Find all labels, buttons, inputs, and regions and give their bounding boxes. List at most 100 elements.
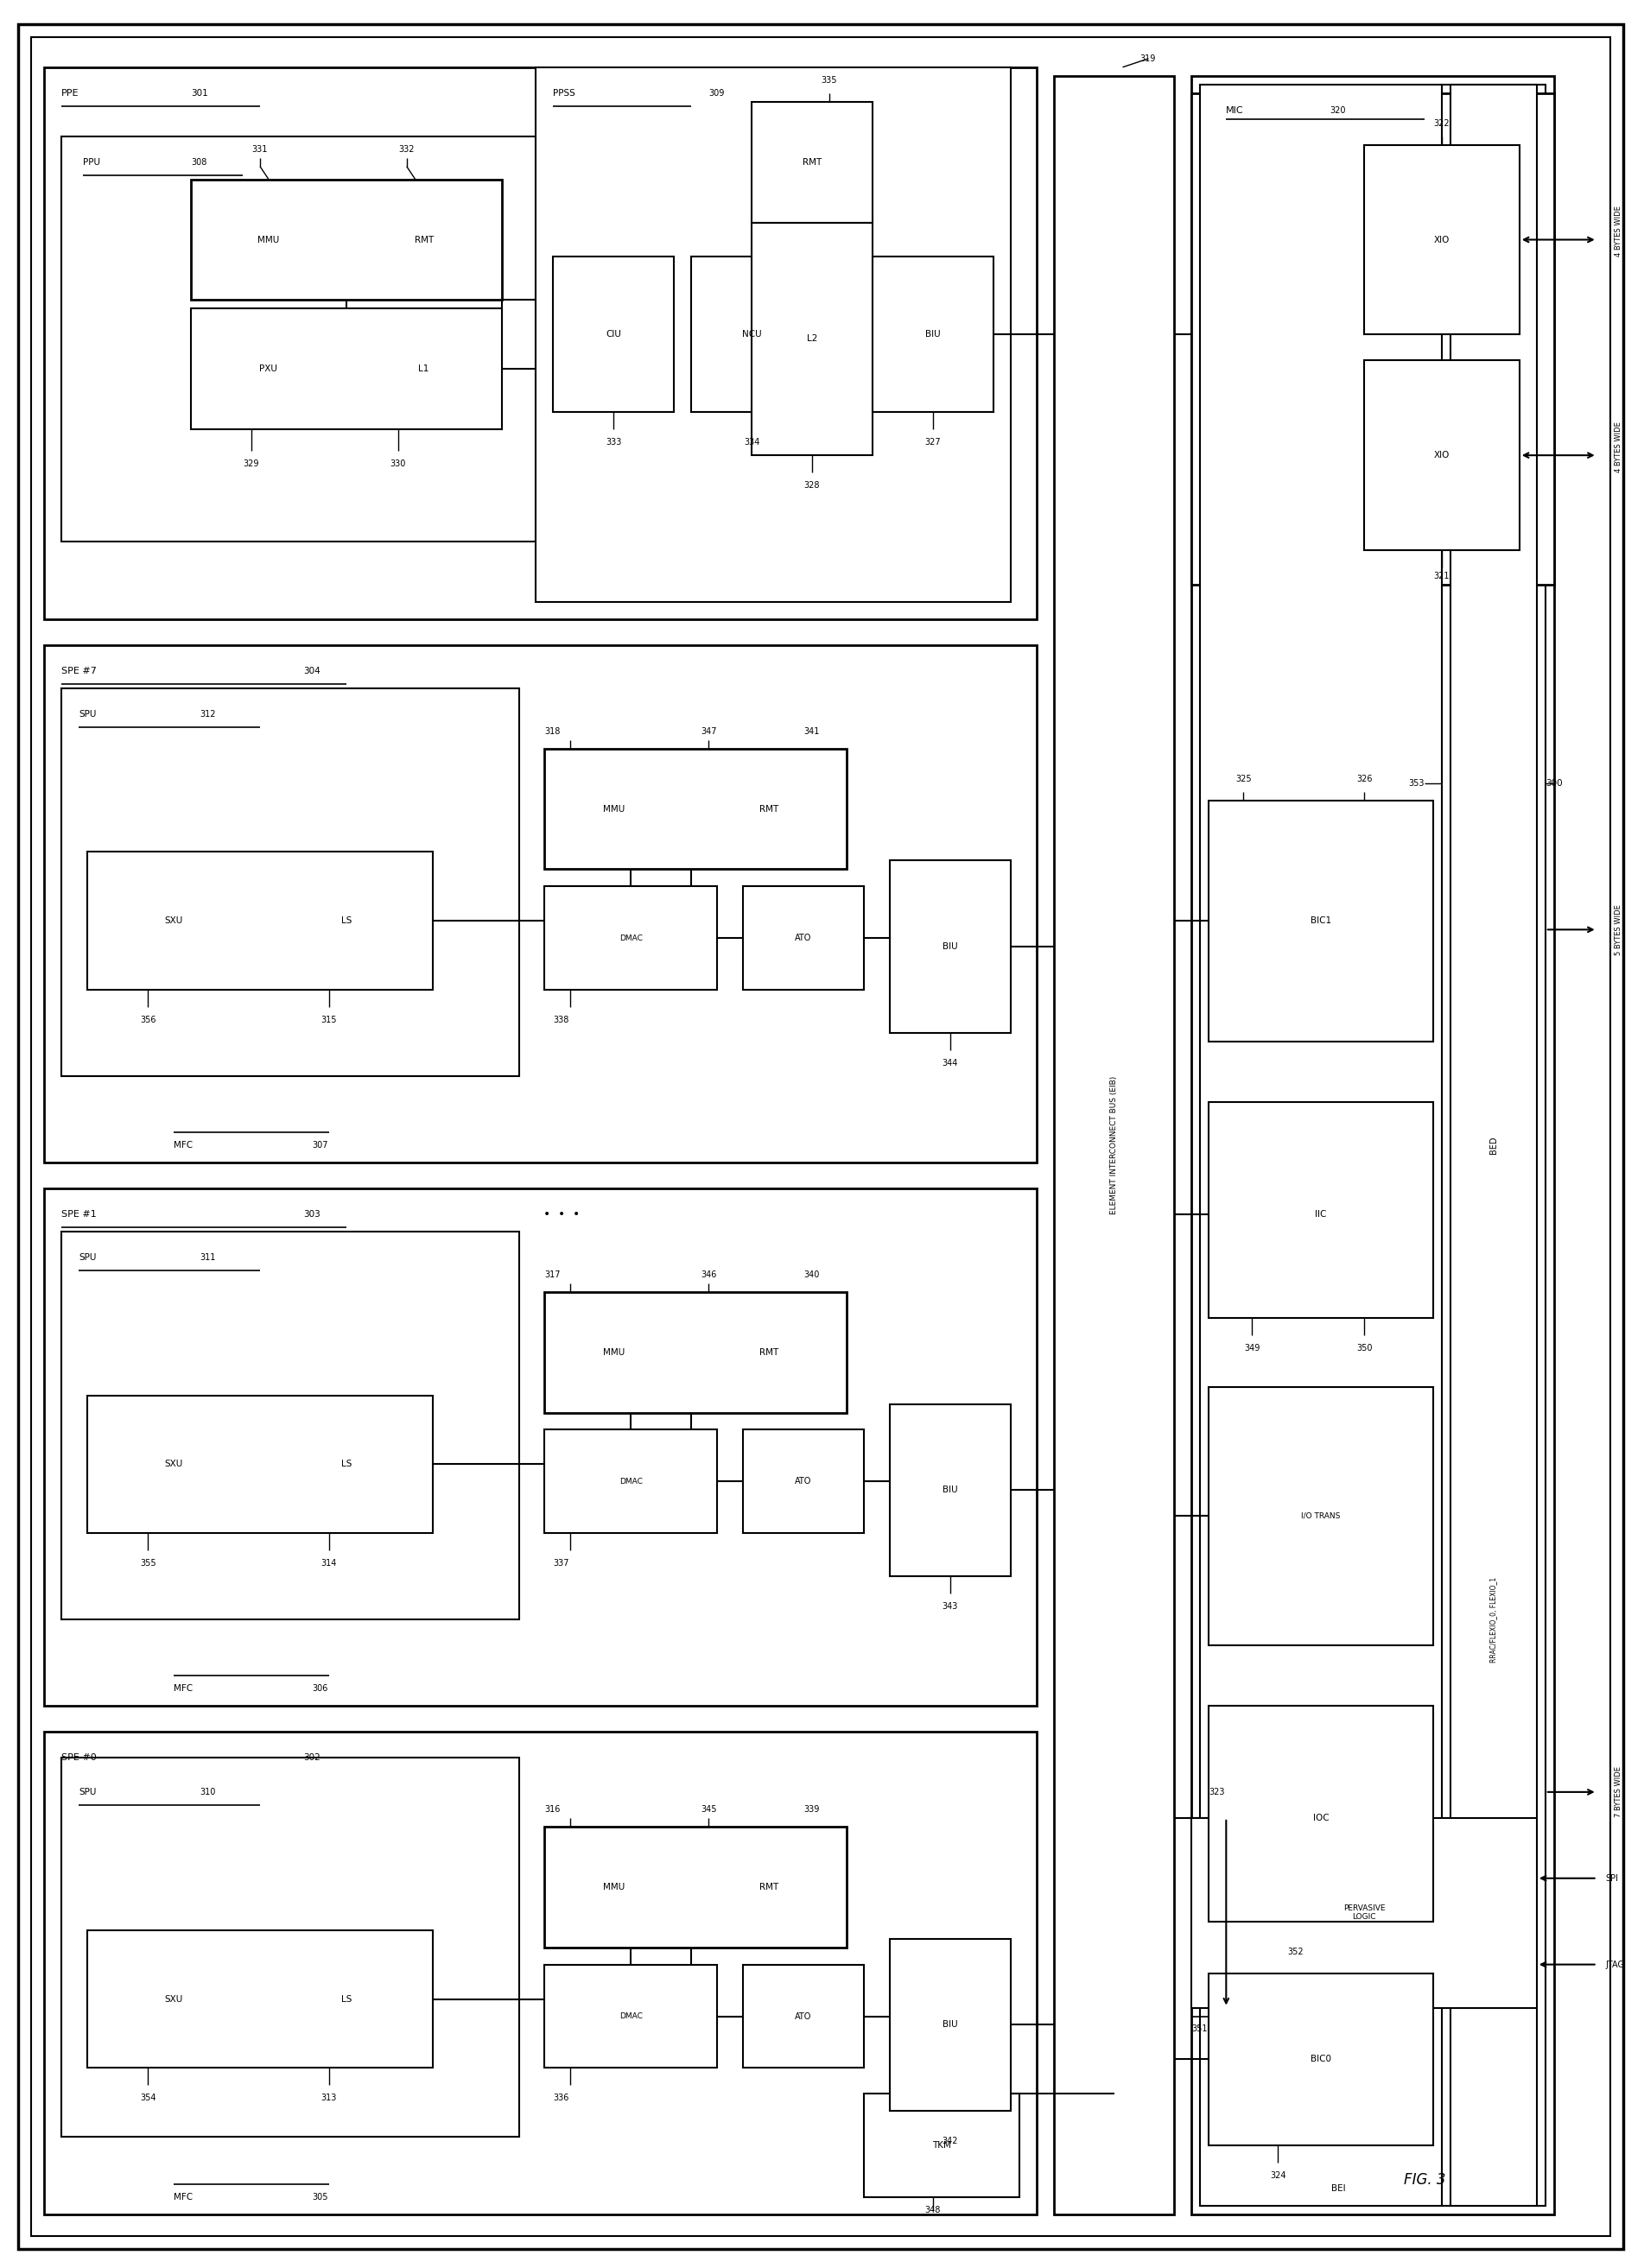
Bar	[191, 308, 501, 429]
Text: 327: 327	[926, 438, 940, 447]
Text: 309: 309	[709, 88, 725, 98]
Text: 354: 354	[140, 2093, 156, 2102]
Text: 308: 308	[191, 159, 207, 166]
Bar	[889, 1939, 1011, 2112]
Text: 339: 339	[804, 1805, 819, 1814]
Bar	[44, 68, 1036, 619]
Text: 330: 330	[390, 460, 406, 467]
Bar	[863, 2093, 1019, 2198]
Text: DMAC: DMAC	[620, 1479, 643, 1486]
Text: 351: 351	[1192, 2025, 1208, 2034]
Text: •  •  •: • • •	[544, 1209, 580, 1220]
Text: 4 BYTES WIDE: 4 BYTES WIDE	[1614, 206, 1623, 256]
Text: SPE #1: SPE #1	[61, 1209, 97, 1218]
Text: 314: 314	[321, 1558, 337, 1567]
Text: BIU: BIU	[942, 2021, 958, 2030]
Text: 303: 303	[302, 1209, 321, 1218]
Bar	[751, 102, 873, 222]
Text: DMAC: DMAC	[620, 934, 643, 941]
Text: 347: 347	[700, 728, 717, 735]
Text: L1: L1	[419, 365, 429, 374]
Text: 331: 331	[252, 145, 268, 154]
Text: I/O TRANS: I/O TRANS	[1302, 1513, 1340, 1520]
Text: 322: 322	[1434, 118, 1450, 127]
Text: RMT: RMT	[760, 805, 779, 814]
Text: 335: 335	[822, 75, 837, 84]
Text: 321: 321	[1434, 572, 1450, 581]
Bar	[61, 1232, 520, 1619]
Text: SXU: SXU	[164, 916, 182, 925]
Text: LS: LS	[340, 916, 352, 925]
Text: LS: LS	[340, 1994, 352, 2003]
Text: SPE #0: SPE #0	[61, 1753, 97, 1762]
Bar	[87, 853, 432, 989]
Text: 302: 302	[302, 1753, 321, 1762]
Bar	[743, 1964, 863, 2068]
Text: 334: 334	[743, 438, 760, 447]
Text: 350: 350	[1356, 1343, 1373, 1352]
Text: SXU: SXU	[164, 1461, 182, 1470]
Text: RMT: RMT	[760, 1882, 779, 1892]
Bar	[44, 644, 1036, 1163]
Text: 326: 326	[1356, 773, 1373, 782]
Text: ATO: ATO	[796, 1476, 812, 1486]
Text: 337: 337	[554, 1558, 569, 1567]
Bar	[44, 1188, 1036, 1706]
Text: ELEMENT INTERCONNECT BUS (EIB): ELEMENT INTERCONNECT BUS (EIB)	[1110, 1075, 1118, 1213]
Text: BIU: BIU	[926, 331, 940, 338]
Text: SPI: SPI	[1606, 1873, 1619, 1882]
Text: IOC: IOC	[1314, 1814, 1328, 1821]
Text: 356: 356	[140, 1016, 156, 1025]
Text: BIU: BIU	[942, 1486, 958, 1495]
Bar	[61, 687, 520, 1077]
Bar	[692, 256, 812, 413]
Text: PPE: PPE	[61, 88, 79, 98]
Bar	[1450, 84, 1537, 2207]
Bar	[1442, 84, 1545, 2207]
Bar	[61, 1758, 520, 2136]
Bar	[544, 1964, 717, 2068]
Bar	[743, 1429, 863, 1533]
Text: 319: 319	[1139, 54, 1156, 64]
Bar	[536, 68, 1011, 601]
Text: 312: 312	[199, 710, 215, 719]
Text: 316: 316	[544, 1805, 561, 1814]
Text: SXU: SXU	[164, 1994, 182, 2003]
Text: BIC0: BIC0	[1310, 2055, 1332, 2064]
Bar	[873, 256, 993, 413]
Bar	[61, 136, 536, 542]
Bar	[1365, 145, 1519, 336]
Text: 344: 344	[942, 1059, 958, 1068]
Bar	[889, 860, 1011, 1034]
Text: IIC: IIC	[1315, 1209, 1327, 1218]
Text: BIU: BIU	[942, 943, 958, 950]
Text: 315: 315	[321, 1016, 337, 1025]
Text: 332: 332	[398, 145, 414, 154]
Text: 301: 301	[191, 88, 209, 98]
Text: MFC: MFC	[174, 1685, 192, 1692]
Text: SPU: SPU	[79, 710, 97, 719]
Text: 5 BYTES WIDE: 5 BYTES WIDE	[1614, 905, 1623, 955]
Bar	[544, 1826, 847, 1948]
Bar	[889, 1404, 1011, 1576]
Text: XIO: XIO	[1434, 451, 1450, 460]
Bar	[87, 1930, 432, 2068]
Bar	[44, 1733, 1036, 2214]
Text: 300: 300	[1545, 778, 1562, 787]
Text: 305: 305	[312, 2193, 327, 2202]
Text: 323: 323	[1208, 1787, 1225, 1796]
Text: SPU: SPU	[79, 1252, 97, 1261]
Text: MMU: MMU	[603, 1347, 625, 1356]
Text: 336: 336	[554, 2093, 569, 2102]
Text: 304: 304	[302, 667, 321, 676]
Text: MFC: MFC	[174, 1141, 192, 1150]
Text: 355: 355	[140, 1558, 156, 1567]
Bar	[544, 887, 717, 989]
Text: FIG. 3: FIG. 3	[1404, 2173, 1445, 2189]
Bar	[544, 748, 847, 869]
Text: 7 BYTES WIDE: 7 BYTES WIDE	[1614, 1767, 1623, 1817]
Bar	[1192, 93, 1554, 585]
Text: TKM: TKM	[932, 2141, 950, 2150]
Text: 313: 313	[321, 2093, 337, 2102]
Text: 346: 346	[700, 1270, 717, 1279]
